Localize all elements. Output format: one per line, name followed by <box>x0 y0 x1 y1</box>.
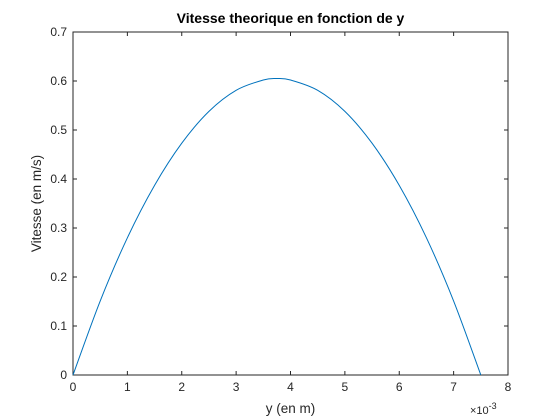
x-axis-label: y (en m) <box>266 401 316 416</box>
chart-title: Vitesse theorique en fonction de y <box>177 10 405 26</box>
y-axis-label: Vitesse (en m/s) <box>29 155 44 252</box>
y-tick-label: 0.5 <box>50 123 67 137</box>
x-exponent-power: -3 <box>489 401 497 411</box>
y-tick-label: 0.7 <box>50 25 67 39</box>
x-exponent-base: ×10 <box>470 405 489 417</box>
series-line <box>72 77 482 376</box>
x-tick-label: 4 <box>287 380 294 394</box>
x-tick-label: 8 <box>505 380 512 394</box>
y-tick-label: 0.1 <box>50 319 67 333</box>
y-tick-label: 0 <box>60 368 67 382</box>
x-axis-exponent: ×10-3 <box>470 401 497 417</box>
tick-labels: 0 1 2 3 4 5 6 7 8 0 0.1 0.2 0.3 0.4 0.5 0.6 0.7 <box>50 25 511 394</box>
y-tick-label: 0.6 <box>50 74 67 88</box>
x-tick-label: 6 <box>396 380 403 394</box>
x-tick-label: 5 <box>342 380 349 394</box>
tick-marks <box>72 31 509 376</box>
y-tick-label: 0.2 <box>50 270 67 284</box>
x-tick-label: 3 <box>233 380 240 394</box>
x-tick-label: 0 <box>70 380 77 394</box>
x-tick-label: 7 <box>450 380 457 394</box>
y-tick-label: 0.4 <box>50 172 67 186</box>
y-tick-label: 0.3 <box>50 221 67 235</box>
x-tick-label: 2 <box>178 380 185 394</box>
plot-area <box>72 31 509 376</box>
x-tick-label: 1 <box>124 380 131 394</box>
